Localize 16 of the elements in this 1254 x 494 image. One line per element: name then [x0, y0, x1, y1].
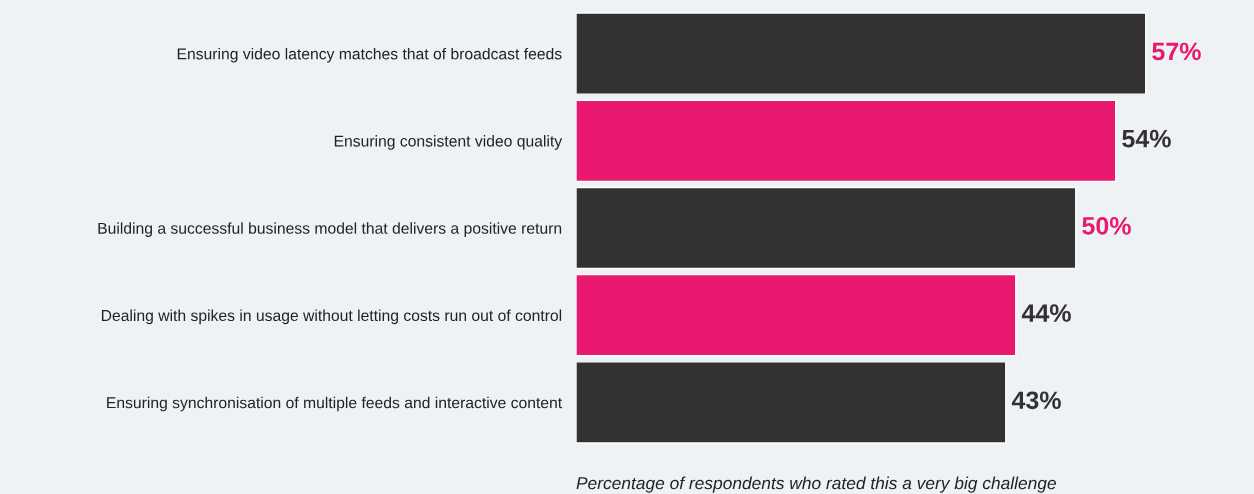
y-tick-label: Ensuring video latency matches that of broadcast feeds: [177, 47, 562, 63]
data-label: 43%: [1011, 391, 1061, 410]
bar: [576, 12, 1147, 95]
y-tick-label: Building a successful business model that delivers a positive return: [98, 222, 562, 237]
y-tick-label: Ensuring synchronisation of multiple feeds and interactive content: [107, 396, 563, 412]
bar: [576, 361, 1007, 444]
x-axis-title: Percentage of respondents who rated this a very big challenge: [576, 476, 1056, 493]
data-label: 44%: [1021, 304, 1071, 322]
bar: [576, 186, 1077, 270]
data-label: 57%: [1152, 42, 1201, 61]
y-tick-label: Dealing with spikes in usage without letting costs run out of control: [101, 309, 562, 325]
data-label: 54%: [1122, 129, 1171, 148]
y-tick-label: Ensuring consistent video quality: [334, 135, 563, 150]
bar: [576, 273, 1017, 357]
bar: [576, 99, 1117, 183]
data-label: 50%: [1082, 217, 1131, 235]
